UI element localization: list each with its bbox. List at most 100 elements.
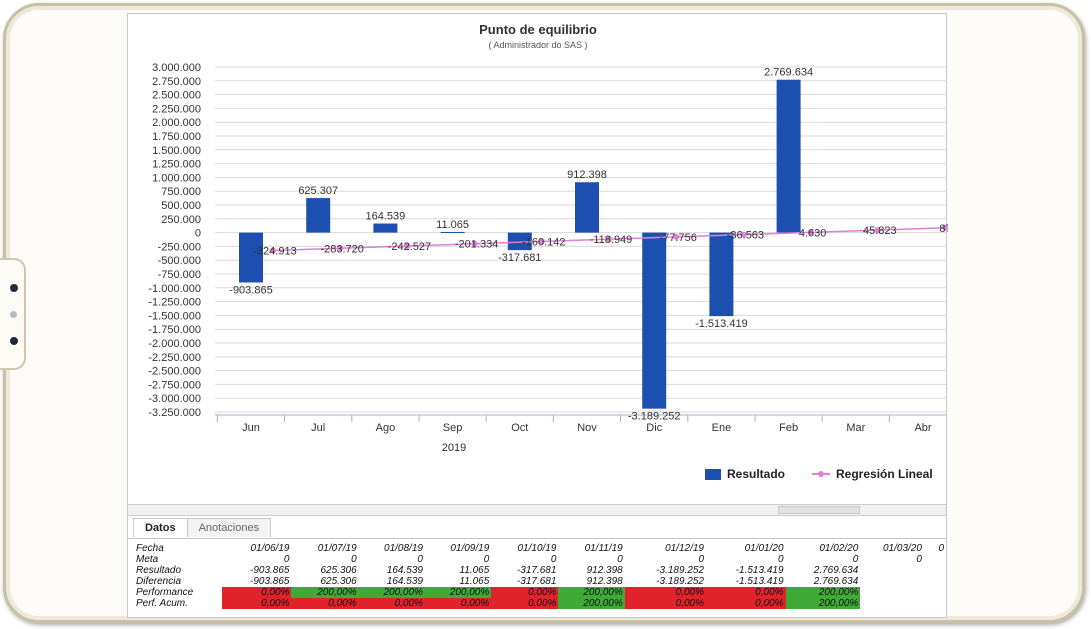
table-cell: 01/08/19	[384, 543, 423, 554]
regression-point	[606, 236, 612, 243]
report-window: Punto de equilibrio ( Administrador do S…	[127, 13, 948, 618]
table-cell: 200,00%	[785, 587, 861, 598]
x-tick-label: Feb	[779, 422, 798, 434]
table-cell: 01/10/19	[517, 543, 557, 554]
bar-resultado	[709, 232, 734, 317]
table-cell: 0	[417, 554, 423, 565]
bar-data-label: 625.307	[298, 185, 338, 197]
y-tick-label: 250.000	[161, 214, 201, 226]
table-cell	[860, 576, 924, 587]
panel-splitter[interactable]	[128, 504, 946, 516]
regression-point	[942, 224, 948, 231]
table-cell: -903.865	[249, 576, 290, 587]
table-cell: -1.513.419	[735, 576, 784, 587]
y-tick-label: 3.000.000	[152, 62, 201, 74]
side-button-icon[interactable]	[10, 337, 18, 345]
table-cell: 0	[698, 554, 704, 565]
table-cell: 0	[852, 554, 859, 565]
splitter-handle[interactable]	[778, 506, 860, 514]
table-cell: 0	[351, 554, 357, 565]
table-cell: -3.189.252	[656, 565, 704, 576]
y-tick-label: -1.250.000	[148, 297, 201, 309]
regression-point	[404, 242, 411, 249]
y-tick-label: -3.000.000	[148, 393, 201, 405]
table-cell: 0,00%	[291, 598, 359, 609]
y-tick-label: -250.000	[158, 241, 201, 253]
regression-point	[807, 229, 814, 236]
line-data-label: 45.823	[863, 225, 897, 237]
tab-datos[interactable]: Datos	[133, 518, 188, 537]
y-tick-label: 0	[195, 228, 201, 240]
bar-data-label: -317.681	[498, 252, 541, 264]
y-tick-label: 2.750.000	[152, 76, 201, 88]
x-tick-label: Nov	[577, 422, 597, 434]
table-cell: 0	[483, 554, 490, 565]
y-tick-label: -1.500.000	[148, 310, 201, 322]
bar-data-label: -1.513.419	[695, 318, 748, 330]
table-cell	[860, 587, 924, 598]
y-tick-label: 750.000	[161, 186, 201, 198]
bar-data-label: 912.398	[567, 169, 607, 181]
legend-marker-regresion	[818, 471, 824, 477]
table-cell: 01/07/19	[317, 543, 357, 554]
y-tick-label: -2.500.000	[148, 366, 201, 378]
table-cell: -317.681	[516, 565, 557, 576]
bar-data-label: 11.065	[436, 219, 469, 231]
row-label: Fecha	[136, 543, 164, 554]
table-cell	[924, 554, 946, 565]
table-cell: 0,00%	[221, 587, 292, 598]
y-tick-label: -750.000	[158, 269, 201, 281]
y-tick-label: -500.000	[158, 255, 201, 267]
table-row: Meta 0 0 0 0 0 0 0 0 0 0	[133, 554, 946, 565]
regression-point	[740, 231, 747, 238]
table-cell: 0,00%	[706, 598, 786, 609]
table-cell: 200,00%	[558, 598, 625, 609]
table-cell: 01/03/20	[883, 543, 922, 554]
line-data-label: -283.720	[320, 243, 363, 255]
table-cell: 0	[938, 543, 944, 554]
data-table: Fecha 01/06/19 01/07/19 01/08/19 01/09/19 01/…	[133, 543, 946, 609]
line-data-label: -242.527	[388, 241, 431, 253]
line-data-label: -77.756	[660, 232, 697, 244]
table-cell: 01/01/20	[744, 543, 784, 554]
bar-resultado	[440, 231, 465, 233]
x-tick-label: Dic	[646, 422, 662, 434]
table-cell: 0	[550, 554, 557, 565]
x-tick-label: Jul	[311, 422, 325, 434]
bar-resultado	[239, 232, 263, 283]
tab-anotaciones[interactable]: Anotaciones	[186, 518, 272, 537]
table-cell	[924, 565, 946, 576]
bottom-tabs: Datos Anotaciones	[133, 518, 272, 538]
regression-point	[337, 245, 344, 252]
line-data-label: -160.142	[522, 236, 565, 248]
table-cell: 01/11/19	[584, 543, 623, 554]
x-tick-label: Oct	[511, 422, 528, 434]
table-cell: 0,00%	[624, 598, 706, 609]
y-tick-label: -2.750.000	[148, 379, 201, 391]
y-tick-label: 1.000.000	[152, 172, 201, 184]
line-data-label: -36.563	[727, 230, 764, 242]
table-cell: 0	[777, 554, 784, 565]
table-cell: 0	[916, 554, 922, 565]
table-cell: 164.539	[386, 565, 423, 576]
y-tick-label: -1.000.000	[148, 283, 201, 295]
y-tick-label: 1.250.000	[152, 159, 201, 171]
table-cell: 0,00%	[706, 587, 786, 598]
y-tick-label: 2.500.000	[152, 90, 201, 102]
bar-resultado	[575, 182, 599, 233]
side-button-icon[interactable]	[10, 284, 18, 292]
row-label: Performance	[136, 587, 194, 598]
regression-point	[874, 227, 881, 234]
line-data-label: 4.630	[799, 227, 827, 239]
table-cell: 625.306	[320, 565, 357, 576]
x-tick-label: Abr	[914, 422, 931, 434]
tab-divider	[128, 538, 946, 539]
y-tick-label: 1.750.000	[152, 131, 201, 143]
bar-resultado	[776, 79, 801, 233]
table-cell: 0	[617, 554, 623, 565]
table-cell: 912.398	[586, 565, 623, 576]
table-cell: 2.769.634	[813, 565, 859, 576]
table-cell: 200,00%	[558, 587, 625, 598]
table-cell	[860, 565, 924, 576]
